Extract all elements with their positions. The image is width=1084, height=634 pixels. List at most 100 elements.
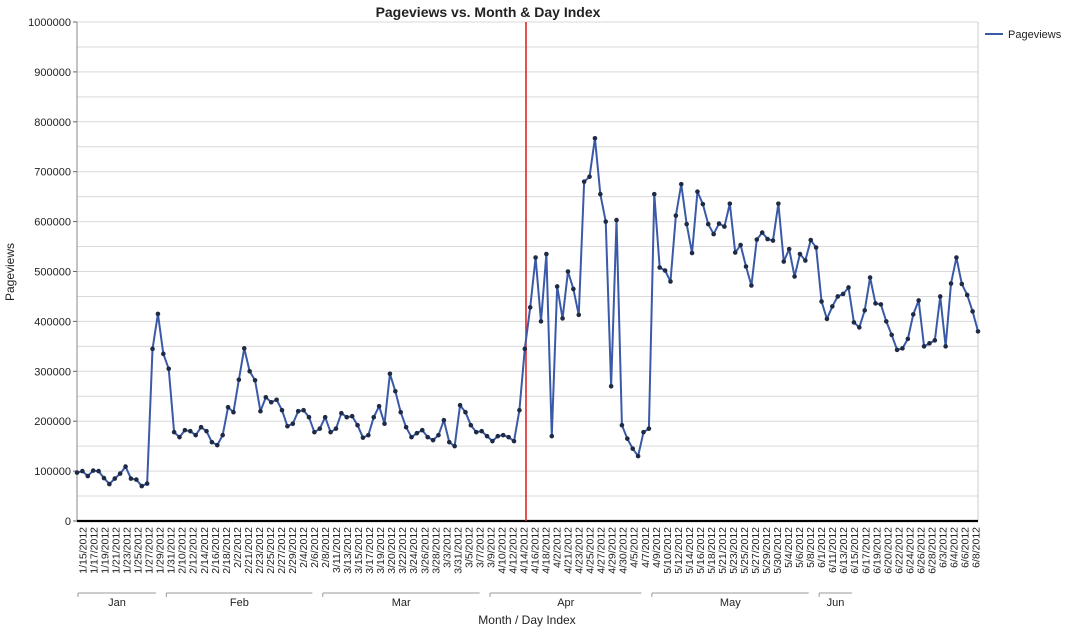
data-point <box>74 470 80 475</box>
month-group-label: Jan <box>108 597 126 609</box>
x-tick-label: 5/25/2012 <box>739 527 751 574</box>
data-point <box>738 242 743 248</box>
x-tick-label: 2/29/2012 <box>287 527 299 574</box>
data-point <box>797 251 803 257</box>
data-point <box>700 201 706 207</box>
data-point <box>339 410 344 416</box>
data-point <box>209 439 215 445</box>
x-tick-label: 6/19/2012 <box>871 527 883 574</box>
month-group-label: Jun <box>827 597 845 609</box>
data-point <box>419 427 425 433</box>
data-point <box>668 279 673 284</box>
data-point <box>765 236 770 242</box>
x-axis-label: Month / Day Index <box>478 613 575 627</box>
data-point <box>894 347 900 353</box>
x-tick-label: 6/4/2012 <box>948 527 960 568</box>
x-tick-label: 5/27/2012 <box>750 527 762 574</box>
grid-lines <box>77 21 978 522</box>
data-point <box>641 429 646 435</box>
x-tick-label: 3/19/2012 <box>375 527 387 574</box>
data-point <box>813 245 819 250</box>
x-tick-label: 1/25/2012 <box>133 527 145 574</box>
x-tick-label: 5/18/2012 <box>706 527 718 574</box>
x-tick-label: 4/29/2012 <box>607 527 619 574</box>
data-point <box>921 344 927 349</box>
x-tick-label: 4/5/2012 <box>629 527 641 568</box>
data-point <box>349 413 355 419</box>
data-point <box>544 251 549 257</box>
x-tick-label: 6/26/2012 <box>915 527 927 574</box>
data-point <box>695 189 700 194</box>
x-tick-label: 4/23/2012 <box>574 527 586 574</box>
x-tick-label: 3/24/2012 <box>408 527 420 574</box>
y-tick-label: 600000 <box>34 217 71 229</box>
data-point <box>425 434 430 440</box>
data-point <box>490 438 495 444</box>
data-point <box>90 468 96 473</box>
data-point <box>910 312 916 317</box>
data-point <box>193 432 198 438</box>
x-tick-label: 3/26/2012 <box>419 527 431 574</box>
y-tick-label: 200000 <box>34 416 71 428</box>
x-tick-label: 6/22/2012 <box>893 527 905 574</box>
series-group <box>74 135 981 489</box>
data-point <box>560 316 565 321</box>
x-tick-label: 6/8/2012 <box>971 527 983 568</box>
data-point <box>905 336 911 342</box>
x-tick-label: 3/17/2012 <box>364 527 376 574</box>
data-point <box>592 135 598 141</box>
x-tick-label: 3/31/2012 <box>452 527 464 574</box>
data-point <box>182 427 188 433</box>
data-point <box>581 179 587 184</box>
data-point <box>749 283 754 288</box>
data-point <box>527 305 533 310</box>
y-tick-label: 700000 <box>34 167 71 179</box>
x-tick-label: 4/9/2012 <box>651 527 663 568</box>
data-point <box>279 407 285 413</box>
data-point <box>635 453 641 459</box>
data-point <box>241 346 247 351</box>
x-tick-label: 6/17/2012 <box>860 527 872 574</box>
data-point <box>684 221 689 227</box>
data-point <box>263 394 269 400</box>
data-point <box>134 477 139 482</box>
data-point <box>123 464 128 469</box>
data-point <box>409 434 414 440</box>
data-point <box>932 338 938 343</box>
x-tick-label: 3/9/2012 <box>485 527 497 568</box>
x-tick-label: 4/18/2012 <box>541 527 553 574</box>
data-point <box>937 294 943 299</box>
data-point <box>722 224 727 229</box>
data-point <box>786 246 792 252</box>
data-point <box>808 237 814 243</box>
data-point <box>322 414 328 420</box>
data-point <box>187 428 193 434</box>
data-point <box>689 250 695 256</box>
data-point <box>770 238 776 243</box>
data-point <box>376 403 382 409</box>
data-point <box>274 397 279 403</box>
data-point <box>446 439 452 445</box>
x-tick-label: 3/7/2012 <box>474 527 486 568</box>
data-point <box>759 230 765 235</box>
x-tick-label: 1/23/2012 <box>122 527 134 574</box>
x-tick-label: 6/6/2012 <box>959 527 971 568</box>
data-point <box>862 308 868 313</box>
data-point <box>139 483 145 489</box>
x-tick-label: 4/14/2012 <box>518 527 530 574</box>
data-point <box>495 433 501 439</box>
data-point <box>301 407 306 413</box>
data-point <box>625 436 630 441</box>
x-tick-label: 2/10/2012 <box>177 527 189 574</box>
data-point <box>878 302 884 307</box>
x-tick-label: 5/6/2012 <box>794 527 806 568</box>
data-point <box>830 304 835 309</box>
x-tick-label: 6/13/2012 <box>838 527 850 574</box>
data-point <box>484 433 490 439</box>
data-point <box>214 442 220 448</box>
data-point <box>598 191 603 197</box>
data-point <box>603 219 609 224</box>
legend-label-pageviews: Pageviews <box>1008 29 1062 41</box>
x-tick-label: 6/24/2012 <box>904 527 916 574</box>
